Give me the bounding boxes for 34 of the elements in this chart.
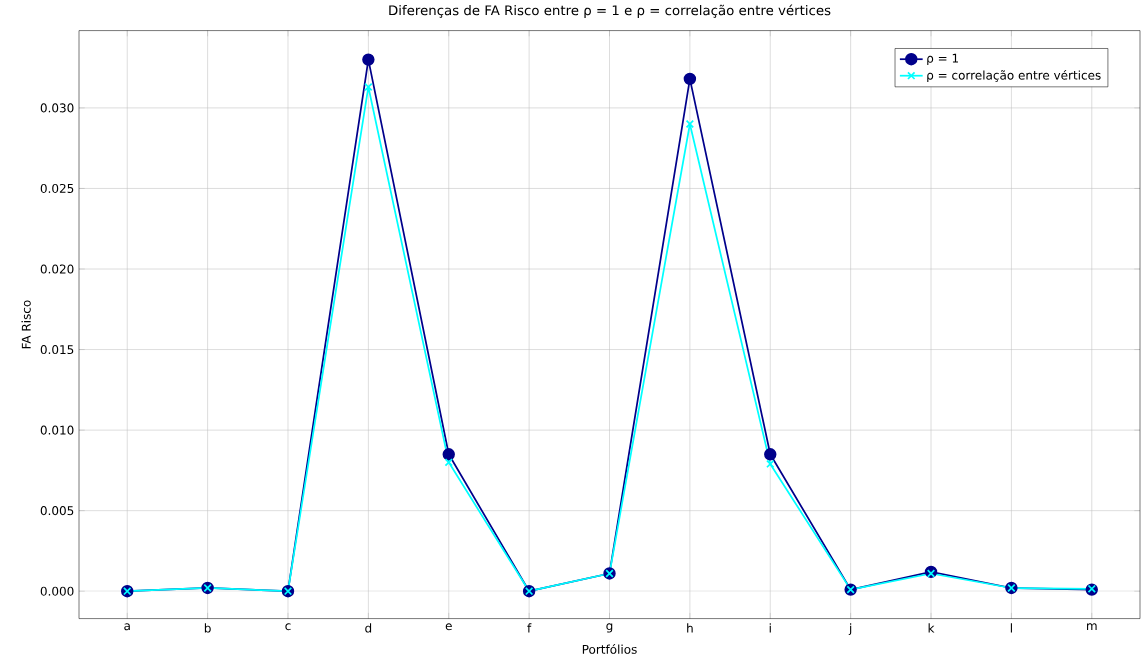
y-tick-label: 0.030 (40, 103, 74, 113)
x-tick-label: c (285, 623, 291, 631)
x-tick-label: b (204, 623, 211, 633)
chart-title: Diferenças de FA Risco entre ρ = 1 e ρ = correlação entre vértices (389, 4, 831, 19)
x-tick-label: k (928, 623, 935, 633)
x-tick-label: l (1010, 623, 1012, 633)
y-axis-title: FA Risco (21, 300, 31, 349)
y-tick-label: 0.020 (40, 264, 74, 274)
x-tick-label: g (606, 623, 613, 633)
y-tick-label: 0.000 (40, 586, 74, 596)
point (766, 459, 775, 469)
x-tick-label: h (687, 623, 693, 633)
point (362, 53, 375, 66)
x-tick-label: f (527, 623, 532, 633)
point (364, 83, 373, 92)
point (683, 72, 697, 86)
y-tick-label: 0.010 (40, 425, 74, 435)
y-tick-label: 0.025 (40, 184, 74, 194)
legend-label: ρ = 1 (927, 54, 959, 66)
point (764, 448, 777, 461)
x-tick-label: a (124, 623, 130, 631)
x-tick-label: i (769, 623, 771, 633)
point (442, 448, 455, 461)
y-tick-label: 0.015 (40, 345, 74, 355)
x-tick-label: e (445, 623, 452, 631)
x-tick-label: m (1087, 623, 1097, 631)
x-tick-label: d (365, 623, 372, 633)
y-tick-label: 0.005 (40, 506, 74, 516)
point (685, 120, 695, 129)
x-axis-title: Portfólios (582, 644, 637, 655)
point (926, 569, 936, 578)
legend-label: ρ = correlação entre vértices (927, 70, 1101, 83)
x-tick-label: j (848, 623, 852, 636)
point (444, 458, 453, 467)
